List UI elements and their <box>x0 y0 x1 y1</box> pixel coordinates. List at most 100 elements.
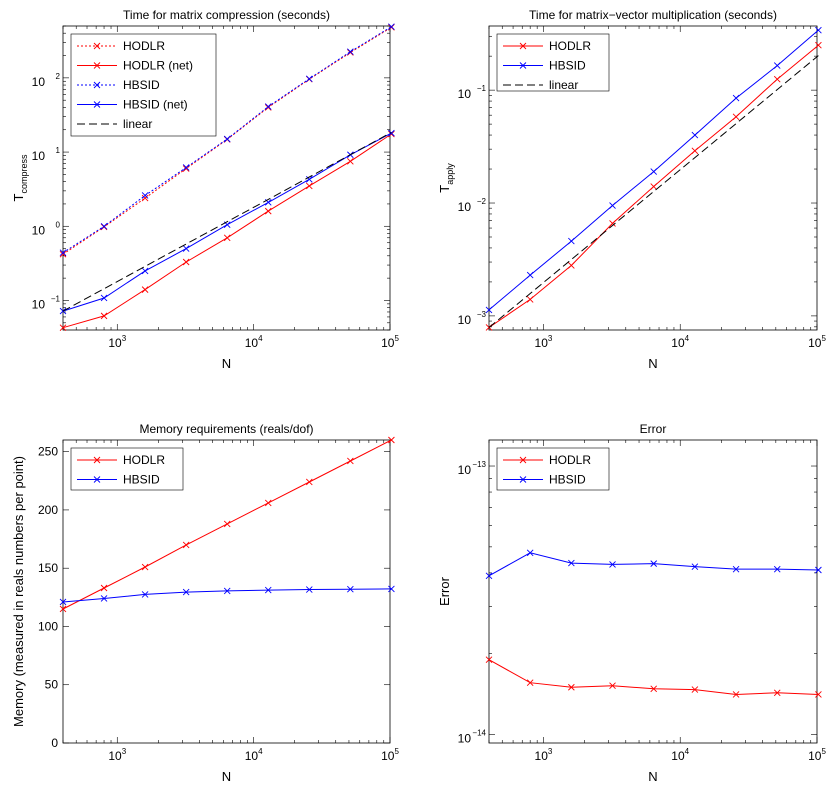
y-tick-label: 10−13 <box>458 460 487 477</box>
data-point-marker <box>347 457 354 465</box>
legend-marker <box>93 81 101 89</box>
y-tick-label: 50 <box>45 678 59 692</box>
data-point-marker <box>388 23 395 30</box>
data-point-marker <box>609 561 616 568</box>
y-tick-label: 250 <box>38 445 58 459</box>
y-tick-label: 10 0 <box>32 220 61 237</box>
y-axis-label-subscript: compress <box>19 154 29 194</box>
y-tick-base: 10 <box>458 732 472 746</box>
data-point-marker <box>100 222 108 230</box>
chart-title: Time for matrix−vector multiplication (s… <box>529 8 777 22</box>
series-hodlr <box>485 656 822 698</box>
chart-panel-3: 103 104 105 0 50 100 150 200 250 Memory requireme… <box>11 422 399 784</box>
data-point-marker <box>223 234 231 242</box>
data-point-marker <box>59 324 67 331</box>
data-point-marker <box>568 683 575 691</box>
y-axis-label: Tcompress <box>11 154 29 201</box>
legend-marker <box>93 456 101 464</box>
data-point-marker <box>305 182 313 190</box>
x-tick-exponent: 5 <box>821 334 826 343</box>
legend-entry-label: HODLR <box>549 39 591 53</box>
data-point-marker <box>141 267 149 275</box>
legend-entry-label: linear <box>549 78 578 92</box>
x-tick-label: 105 <box>381 747 399 763</box>
data-point-marker <box>732 113 740 121</box>
y-tick-label: 150 <box>38 561 58 575</box>
data-point-marker <box>691 686 699 693</box>
chart-panel-2: 103 104 105 10 −3 10 −2 10 −1 Time for matrix−vec… <box>437 8 826 371</box>
legend-entry-label: HBSID <box>549 473 586 487</box>
data-point-marker <box>388 585 395 593</box>
legend-entry-label: linear <box>123 117 152 131</box>
data-point-marker <box>568 559 575 567</box>
y-axis-label-subscript: apply <box>445 163 455 185</box>
data-point-marker <box>526 271 534 279</box>
y-axis-label: Error <box>437 576 452 606</box>
data-point-marker <box>182 164 190 171</box>
data-point-marker <box>100 312 108 320</box>
series-hbsid <box>485 549 822 580</box>
x-tick-label: 103 <box>535 747 553 763</box>
series-hbsid <box>59 585 395 606</box>
data-point-marker <box>182 541 190 549</box>
series-linear <box>488 55 819 328</box>
x-tick-exponent: 4 <box>258 334 263 343</box>
series-hbsid <box>485 26 822 314</box>
chart-title: Memory requirements (reals/dof) <box>139 422 313 436</box>
data-point-marker <box>264 586 272 594</box>
legend: HODLR HBSID <box>70 447 184 491</box>
data-point-marker <box>388 130 395 138</box>
data-point-marker <box>264 499 272 507</box>
data-point-marker <box>691 563 699 570</box>
legend: HODLR HBSID <box>496 447 610 491</box>
legend-entry-label: HBSID <box>123 473 160 487</box>
y-tick-exponent: 0 <box>56 220 61 229</box>
x-tick-label: 104 <box>671 334 689 350</box>
data-point-marker <box>388 23 395 31</box>
chart-title: Error <box>640 422 667 436</box>
y-tick-exponent: −13 <box>472 460 486 469</box>
data-point-marker <box>347 158 354 165</box>
x-tick-label: 105 <box>381 334 399 350</box>
y-tick-label: 10 1 <box>32 146 61 163</box>
x-axis-label: N <box>222 769 231 784</box>
legend-entry-label: HODLR <box>123 39 165 53</box>
y-tick-base: 10 <box>32 223 46 237</box>
y-tick-base: 10 <box>458 313 472 327</box>
x-tick-label: 103 <box>535 334 553 350</box>
data-point-marker <box>264 103 272 110</box>
data-point-marker <box>182 258 190 266</box>
y-tick-label: 10 −1 <box>458 84 487 101</box>
data-point-marker <box>773 62 781 69</box>
data-point-marker <box>485 306 493 314</box>
y-tick-exponent: −2 <box>477 197 487 206</box>
y-tick-exponent: −1 <box>477 84 487 93</box>
chart-panel-1: 103 104 105 10 −1 10 0 10 1 10 2 Time for matrix co… <box>11 8 399 371</box>
data-point-marker <box>141 194 149 202</box>
data-point-marker <box>815 41 822 49</box>
data-point-marker <box>59 598 67 606</box>
y-tick-label: 10 −2 <box>458 197 487 214</box>
y-axis-label-main: T <box>437 185 452 193</box>
y-tick-exponent: −1 <box>51 294 61 303</box>
data-point-marker <box>141 286 149 293</box>
legend-box <box>496 447 610 491</box>
legend-marker <box>93 62 101 69</box>
y-tick-exponent: 2 <box>56 72 61 81</box>
data-point-marker <box>485 572 493 580</box>
data-point-marker <box>650 168 658 175</box>
data-point-marker <box>650 183 658 190</box>
x-tick-label: 103 <box>108 747 126 763</box>
data-point-marker <box>526 679 534 686</box>
y-tick-exponent: 1 <box>56 146 61 155</box>
y-tick-label: 10 −1 <box>32 294 61 311</box>
legend-marker <box>93 42 101 50</box>
data-point-marker <box>182 588 190 596</box>
x-tick-exponent: 3 <box>548 334 553 343</box>
series-hodlr <box>485 41 822 331</box>
data-point-marker <box>815 691 822 698</box>
data-point-marker <box>305 75 313 83</box>
x-tick-label: 105 <box>808 334 826 350</box>
x-axis-label: N <box>648 356 657 371</box>
y-tick-base: 10 <box>458 463 472 477</box>
